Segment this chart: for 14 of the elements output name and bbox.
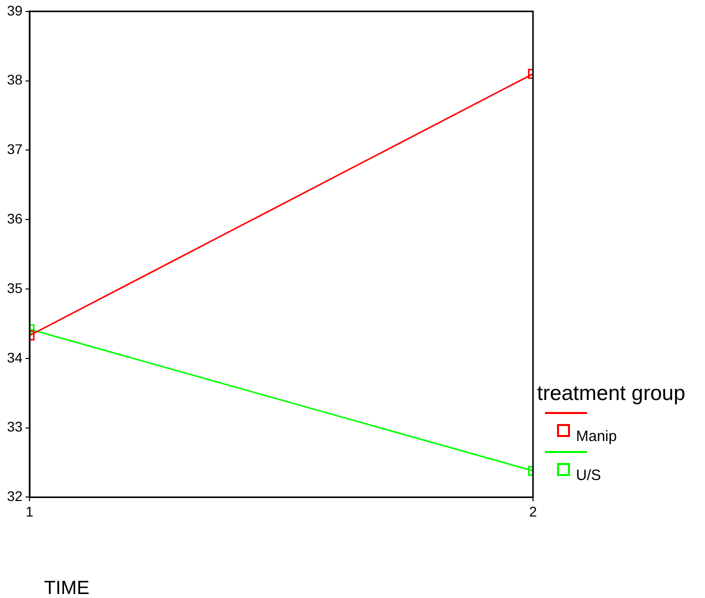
legend-label: U/S [576,467,602,484]
y-tick-label: 32 [6,488,23,504]
y-tick-label: 34 [6,349,23,366]
y-tick-label: 39 [6,2,23,18]
x-tick-label: 1 [26,503,34,520]
x-tick-label: 2 [529,503,538,520]
y-tick-label: 38 [6,72,23,88]
y-tick-label: 33 [6,418,23,435]
y-tick-label: 35 [6,280,23,296]
y-tick-label: 37 [6,141,23,158]
legend-title: treatment group [537,382,686,406]
y-tick-label: 36 [6,210,23,226]
legend-label: Manip [576,428,617,445]
x-axis-title: TIME [44,578,90,598]
